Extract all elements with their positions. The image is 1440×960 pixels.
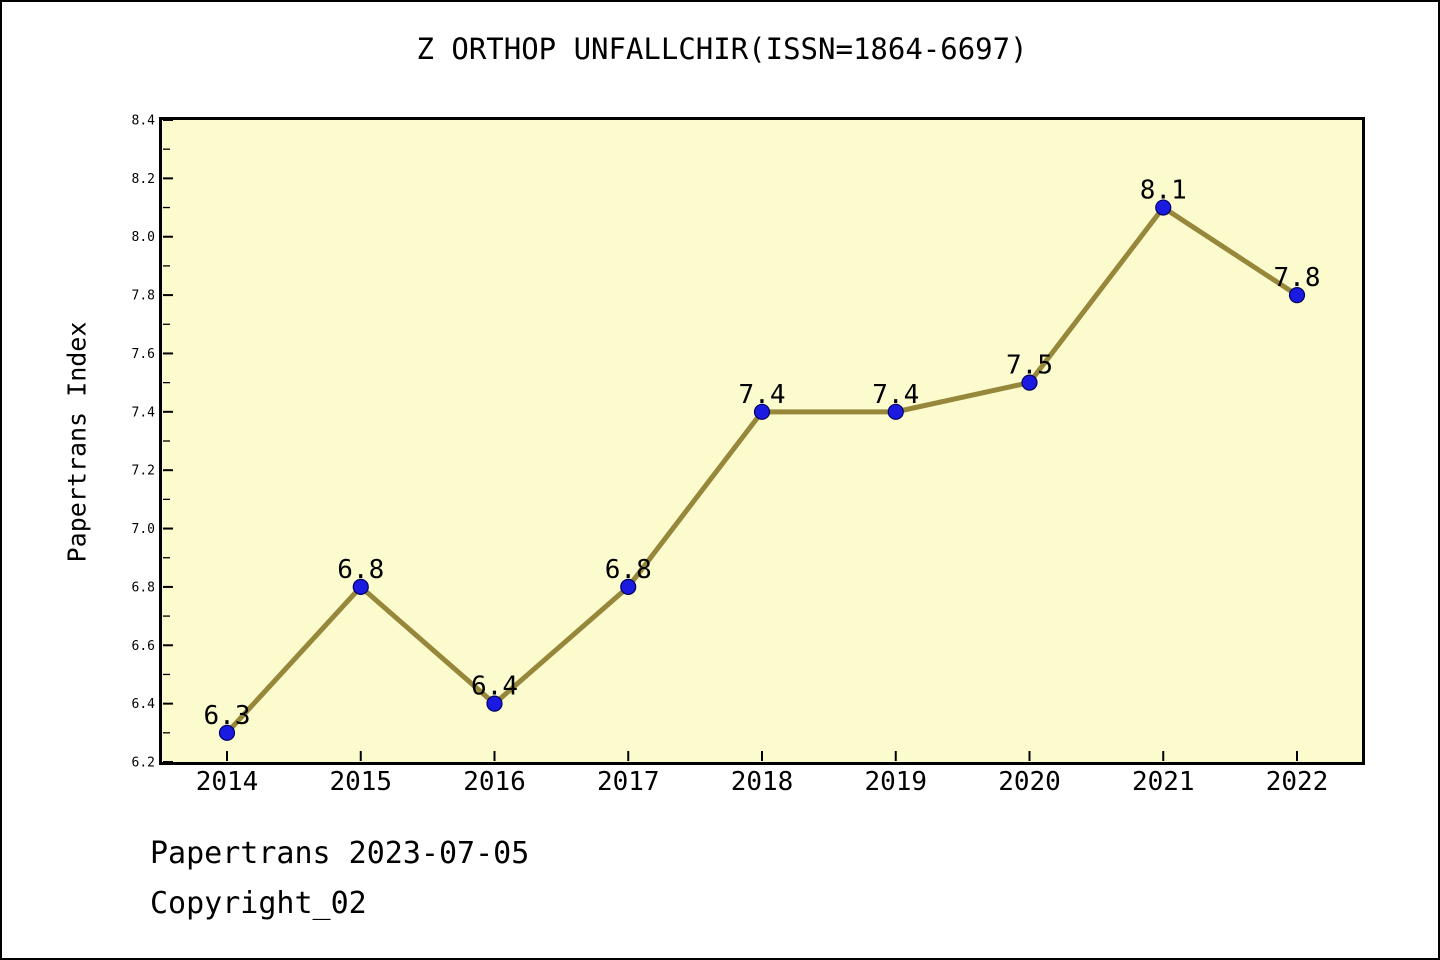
- x-tick-label: 2018: [731, 767, 794, 797]
- x-tick-label: 2017: [597, 767, 660, 797]
- data-point-label: 6.3: [204, 701, 251, 731]
- data-point-label: 8.1: [1140, 176, 1187, 206]
- x-tick-label: 2015: [329, 767, 392, 797]
- footer-copyright: Copyright_02: [150, 886, 367, 921]
- y-tick-label: 6.6: [132, 639, 155, 654]
- y-tick-label: 6.8: [132, 580, 155, 595]
- data-point: [1155, 199, 1172, 216]
- data-point-label: 7.4: [872, 380, 919, 410]
- data-point: [218, 724, 236, 741]
- x-tick-label: 2014: [196, 767, 259, 797]
- data-point-label: 6.4: [471, 672, 518, 702]
- data-point: [753, 403, 771, 420]
- data-point-label: 7.5: [1006, 351, 1053, 381]
- x-tick-label: 2016: [463, 767, 526, 797]
- x-tick-label: 2019: [864, 767, 927, 797]
- y-tick-label: 7.2: [132, 464, 155, 479]
- y-tick-label: 7.0: [132, 522, 155, 537]
- y-tick-label: 6.2: [132, 756, 155, 771]
- data-point: [486, 695, 503, 712]
- y-tick-label: 8.0: [132, 230, 155, 245]
- x-tick-label: 2021: [1132, 767, 1195, 797]
- data-point: [1288, 286, 1306, 304]
- data-point: [352, 578, 369, 596]
- data-point: [887, 403, 904, 420]
- data-point-label: 6.8: [337, 555, 384, 585]
- y-tick-label: 6.4: [132, 697, 156, 712]
- y-tick-label: 7.8: [132, 289, 155, 304]
- plot-area: [159, 117, 1365, 765]
- data-point: [620, 578, 637, 596]
- data-point-label: 7.8: [1274, 263, 1321, 293]
- x-tick-label: 2022: [1266, 767, 1329, 797]
- y-tick-label: 7.6: [132, 347, 155, 362]
- footer-date: Papertrans 2023-07-05: [150, 836, 530, 871]
- chart-title: Z ORTHOP UNFALLCHIR(ISSN=1864-6697): [416, 32, 1028, 66]
- y-tick-label: 8.2: [132, 172, 155, 187]
- data-point: [1021, 374, 1038, 391]
- x-tick-label: 2020: [998, 767, 1061, 797]
- data-point-label: 7.4: [739, 380, 786, 410]
- y-tick-label: 7.4: [132, 405, 156, 420]
- y-tick-label: 8.4: [132, 114, 156, 129]
- data-point-label: 6.8: [605, 555, 652, 585]
